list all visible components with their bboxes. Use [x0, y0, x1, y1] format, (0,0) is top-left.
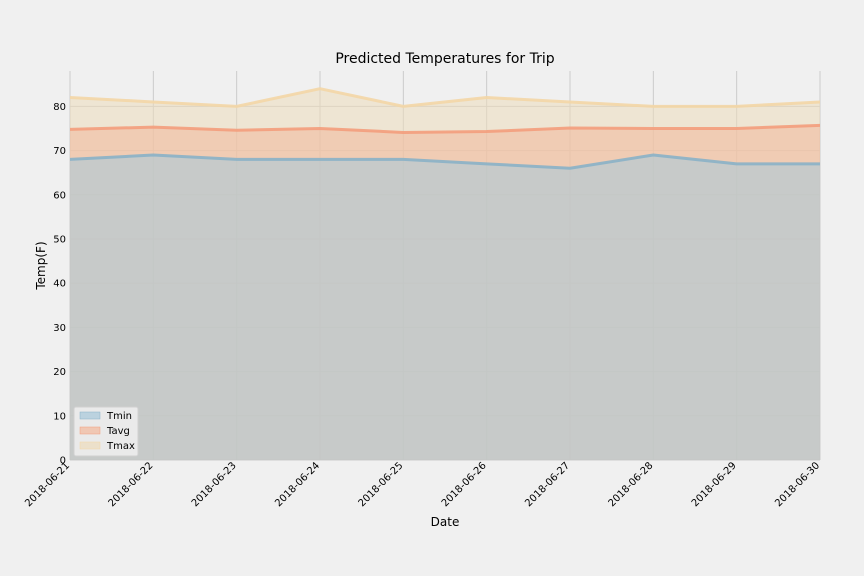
tavg-point-2018-06-26 [485, 130, 488, 133]
tmin-point-2018-06-23 [235, 158, 238, 161]
tmin-point-2018-06-21 [69, 158, 72, 161]
y-tick-label: 50 [53, 234, 66, 245]
x-tick-label: 2018-06-24 [273, 460, 322, 509]
tmin-point-2018-06-29 [735, 162, 738, 165]
y-tick-label: 70 [53, 146, 66, 157]
y-tick-label: 30 [53, 323, 66, 334]
tmax-point-2018-06-25 [402, 105, 405, 108]
tmin-point-2018-06-24 [319, 158, 322, 161]
tmin-point-2018-06-25 [402, 158, 405, 161]
x-tick-label: 2018-06-30 [773, 460, 822, 509]
tmin-point-2018-06-27 [569, 167, 572, 170]
x-tick-label: 2018-06-23 [190, 460, 239, 509]
y-tick-label: 80 [53, 102, 66, 113]
tmin-line [70, 153, 820, 170]
x-axis-label: Date [431, 515, 460, 529]
tmax-point-2018-06-23 [235, 105, 238, 108]
tavg-point-2018-06-28 [652, 127, 655, 130]
x-tick-label: 2018-06-25 [357, 460, 406, 509]
x-tick-label: 2018-06-26 [440, 460, 489, 509]
x-tick-label: 2018-06-22 [107, 460, 156, 509]
y-tick-label: 20 [53, 367, 66, 378]
tmax-point-2018-06-27 [569, 100, 572, 103]
x-tick-label: 2018-06-27 [523, 460, 572, 509]
area-series-layer [69, 87, 822, 460]
y-axis-label: Temp(F) [34, 241, 48, 290]
tmax-legend-swatch [79, 441, 101, 450]
tavg-point-2018-06-30 [819, 124, 822, 127]
legend-items: Tmin Tavg Tmax [79, 411, 135, 452]
tavg-point-2018-06-23 [235, 129, 238, 132]
x-tick-label: 2018-06-28 [607, 460, 656, 509]
tavg-point-2018-06-21 [69, 128, 72, 131]
tavg-legend-label: Tavg [106, 426, 130, 437]
tavg-legend-swatch [79, 426, 101, 435]
tmax-point-2018-06-26 [485, 96, 488, 99]
tmin-point-2018-06-28 [652, 153, 655, 156]
tmax-point-2018-06-22 [152, 100, 155, 103]
tmin-legend-label: Tmin [106, 411, 132, 422]
chart-title: Predicted Temperatures for Trip [335, 51, 554, 67]
tmax-point-2018-06-29 [735, 105, 738, 108]
x-tick-label: 2018-06-21 [23, 460, 72, 509]
y-tick-label: 60 [53, 190, 66, 201]
tavg-point-2018-06-22 [152, 126, 155, 129]
tavg-point-2018-06-27 [569, 127, 572, 130]
tmin-point-2018-06-26 [485, 162, 488, 165]
tmin-legend-swatch [79, 411, 101, 420]
tavg-line [70, 123, 820, 134]
y-tick-label: 10 [53, 411, 66, 422]
tmin-area [70, 154, 820, 460]
y-tick-label: 0 [60, 456, 66, 467]
chart-legend: Tmin Tavg Tmax [73, 406, 139, 457]
tmax-line [70, 87, 820, 108]
x-tick-label: 2018-06-29 [690, 460, 739, 509]
y-tick-label: 40 [53, 279, 66, 290]
tmax-point-2018-06-21 [69, 96, 72, 99]
tavg-point-2018-06-25 [402, 131, 405, 134]
tavg-point-2018-06-29 [735, 127, 738, 130]
tmax-point-2018-06-24 [319, 87, 322, 90]
tmax-point-2018-06-30 [819, 100, 822, 103]
tmax-point-2018-06-28 [652, 105, 655, 108]
tmin-point-2018-06-22 [152, 153, 155, 156]
tavg-point-2018-06-24 [319, 127, 322, 130]
tmin-point-2018-06-30 [819, 162, 822, 165]
tmax-legend-label: Tmax [106, 441, 135, 452]
